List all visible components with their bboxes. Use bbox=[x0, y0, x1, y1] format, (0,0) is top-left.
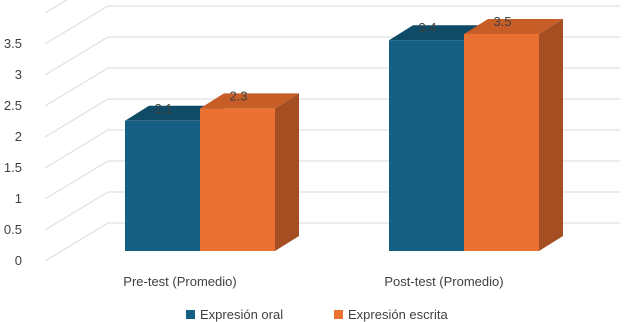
y-tick-label: 1.5 bbox=[4, 160, 22, 175]
legend-label: Expresión oral bbox=[200, 307, 283, 322]
bar-front-face bbox=[200, 108, 275, 252]
bar-top-face bbox=[200, 93, 299, 109]
data-label: 2.1 bbox=[154, 101, 172, 116]
x-axis: Pre-test (Promedio) Post-test (Promedio) bbox=[123, 274, 503, 289]
bar-top-face bbox=[389, 25, 488, 41]
bar-top-face bbox=[464, 19, 563, 34]
y-tick-label: 1 bbox=[15, 191, 22, 206]
data-label: 3.4 bbox=[418, 20, 436, 35]
legend-item: Expresión escrita bbox=[334, 307, 448, 322]
x-tick-label: Post-test (Promedio) bbox=[384, 274, 503, 289]
bar-side-face bbox=[275, 93, 299, 252]
y-tick-label: 0 bbox=[15, 253, 22, 268]
gridline bbox=[44, 5, 620, 45]
legend-swatch bbox=[334, 310, 343, 319]
x-tick-label: Pre-test (Promedio) bbox=[123, 274, 236, 289]
bar bbox=[464, 19, 563, 251]
legend-item: Expresión oral bbox=[186, 307, 283, 322]
y-tick-label: 2 bbox=[15, 129, 22, 144]
y-tick-label: 2.5 bbox=[4, 98, 22, 113]
bar-front-face bbox=[389, 40, 464, 252]
y-tick-label: 3 bbox=[15, 67, 22, 82]
legend-label: Expresión escrita bbox=[348, 307, 448, 322]
gridlines bbox=[44, 0, 620, 262]
data-label: 2.3 bbox=[229, 88, 247, 103]
legend: Expresión oral Expresión escrita bbox=[186, 307, 448, 322]
y-tick-label: 3.5 bbox=[4, 36, 22, 51]
legend-swatch bbox=[186, 310, 195, 319]
bar bbox=[200, 93, 299, 252]
bar-front-face bbox=[125, 120, 200, 251]
data-label: 3.5 bbox=[493, 14, 511, 29]
gridline bbox=[44, 0, 68, 14]
bars: 2.1 2.3 3.4 3.5 bbox=[125, 14, 563, 252]
bar-front-face bbox=[464, 34, 539, 251]
bar-side-face bbox=[539, 19, 563, 251]
y-tick-label: 0.5 bbox=[4, 222, 22, 237]
y-axis: 0 0.5 1 1.5 2 2.5 3 3.5 bbox=[4, 36, 22, 268]
bar-top-face bbox=[125, 105, 224, 121]
